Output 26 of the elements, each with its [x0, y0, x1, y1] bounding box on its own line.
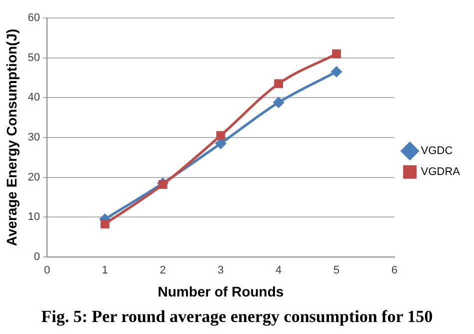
legend-label: VGDC [420, 145, 453, 158]
y-tick-label: 50 [28, 52, 40, 64]
y-axis-title: Average Energy Consumption(J) [3, 28, 20, 246]
legend-label: VGDRA [420, 166, 461, 178]
point [273, 97, 284, 108]
y-tick-label: 20 [28, 171, 40, 184]
x-axis-title: Number of Rounds [158, 283, 284, 300]
point [100, 220, 110, 228]
x-tick-label: 0 [44, 264, 50, 277]
x-tick-label: 3 [218, 264, 224, 277]
x-tick-label: 6 [391, 264, 398, 277]
point [216, 131, 226, 140]
y-tick-label: 60 [28, 12, 40, 24]
y-tick-label: 30 [28, 132, 40, 144]
point [332, 49, 341, 58]
point [274, 79, 284, 88]
y-tick-label: 10 [28, 211, 40, 224]
point [158, 180, 168, 189]
x-tick-label: 5 [333, 264, 340, 277]
x-tick-label: 4 [276, 264, 282, 277]
caption: Fig. 5: Per round average energy consumption for 150 [40, 307, 434, 327]
y-tick-label: 40 [28, 92, 40, 104]
x-tick-label: 2 [160, 264, 166, 277]
x-tick-label: 1 [102, 264, 108, 277]
y-tick-label: 0 [34, 251, 40, 264]
point [331, 66, 342, 78]
